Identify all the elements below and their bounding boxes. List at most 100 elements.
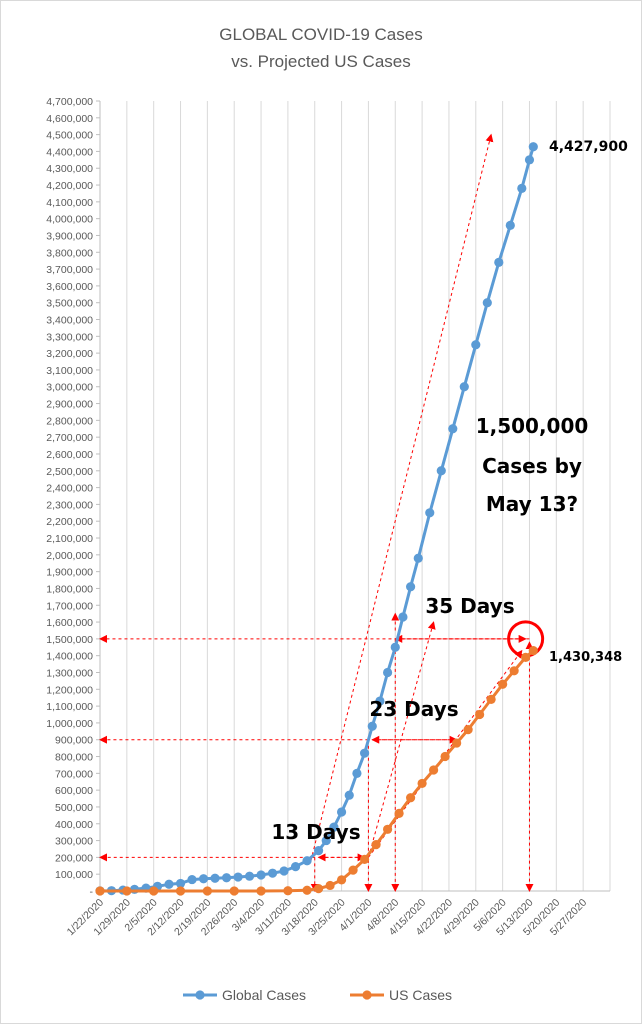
global-cases-point [482,298,492,308]
y-tick-label: 1,200,000 [46,684,93,696]
global-end-value-label: 4,427,900 [549,139,628,155]
global-cases-point [459,382,469,392]
us-cases-point [382,824,393,834]
projection-text-line1: 1,500,000 [476,414,589,438]
y-tick-label: 2,200,000 [46,516,93,528]
legend-us-label: US Cases [389,987,452,1003]
grid-layer [99,101,611,891]
global-cases-point [406,582,416,592]
us-cases-point [359,854,370,865]
y-tick-label: 3,300,000 [46,331,93,343]
y-tick-label: 3,700,000 [46,264,93,276]
global-cases-point [164,879,174,889]
projection-text-line3: May 13? [486,492,578,516]
global-cases-point [471,340,481,350]
days-23-label: 23 Days [369,697,458,721]
y-tick-label: 3,100,000 [46,365,93,377]
y-tick-label: 2,400,000 [46,483,93,495]
global-cases-point [425,508,435,518]
y-tick-label: 3,000,000 [46,382,93,394]
us-cases-point [175,886,186,896]
y-tick-label: 900,000 [55,735,93,747]
chart-title-line2: vs. Projected US Cases [231,52,411,71]
y-tick-label: 3,400,000 [46,315,93,327]
us-end-value-label: 1,430,348 [549,650,622,665]
y-tick-label: 2,800,000 [46,415,93,427]
series-layer [95,142,538,896]
global-cases-point [210,873,220,883]
us-cases-point [406,793,416,803]
y-tick-label: 300,000 [55,836,93,848]
us-cases-point [417,778,427,789]
y-tick-label: 4,500,000 [46,130,93,142]
us-cases-point [371,840,381,850]
global-cases-point [321,835,331,846]
global-cases-point [221,873,232,883]
global-cases-point [302,856,312,866]
y-tick-label: 1,100,000 [46,701,93,713]
us-cases-point [486,694,496,704]
projection-text-line2: Cases by [482,454,582,478]
global-cases-point [129,884,140,894]
days-35-label: 35 Days [425,594,514,618]
global-cases-point [517,183,527,194]
y-tick-label: 3,800,000 [46,247,93,259]
global-cases-point [175,878,186,889]
arrow-projection-mid [367,621,436,858]
legend-global-label: Global Cases [222,987,306,1003]
y-tick-label: 2,600,000 [46,449,93,461]
global-cases-point [382,667,393,678]
global-cases-point [436,466,446,476]
arrow-projection-global [310,133,494,861]
us-cases-point [256,886,266,896]
global-cases-point [198,874,209,884]
global-cases-point [313,846,324,856]
y-tick-label: 4,300,000 [46,163,93,175]
us-cases-point [325,880,335,891]
us-cases-point [336,875,347,885]
global-cases-point [528,142,538,152]
us-cases-point [452,738,462,748]
y-tick-label: - [90,886,94,898]
us-cases-line [98,649,535,893]
us-cases-point [463,725,473,735]
global-cases-line [98,145,535,893]
chart-title-line1: GLOBAL COVID-19 Cases [219,25,422,44]
y-tick-label: 1,800,000 [46,583,93,595]
us-cases-point [498,679,508,689]
y-tick-label: 4,200,000 [46,180,93,192]
global-cases-point [256,870,266,880]
global-cases-point [336,807,347,817]
global-cases-point [390,642,400,652]
y-tick-label: 4,100,000 [46,197,93,209]
legend-global: Global Cases [183,987,306,1003]
y-tick-label: 2,100,000 [46,533,93,545]
us-cases-point [302,885,312,895]
y-tick-label: 3,200,000 [46,348,93,360]
us-cases-point [95,886,105,896]
y-tick-label: 2,700,000 [46,432,93,444]
y-tick-label: 2,900,000 [46,399,93,411]
y-tick-label: 1,000,000 [46,718,93,730]
y-tick-label: 4,400,000 [46,146,93,158]
y-tick-label: 4,600,000 [46,113,93,125]
y-tick-label: 3,500,000 [46,298,93,310]
us-cases-point [528,645,538,656]
us-cases-point [149,886,159,896]
y-tick-label: 1,500,000 [46,634,93,646]
global-cases-point [398,612,408,622]
y-tick-label: 1,300,000 [46,667,93,679]
global-cases-point [413,553,423,563]
global-cases-point [367,721,377,731]
legend-global-marker [195,990,205,1000]
us-cases-point [202,886,212,896]
days-13-label: 13 Days [271,820,360,844]
global-cases-point [524,155,535,165]
global-cases-point [505,220,515,230]
global-cases-point [233,872,243,882]
global-cases-point [359,748,370,758]
y-tick-label: 2,000,000 [46,550,93,562]
y-tick-label: 200,000 [55,852,93,864]
y-tick-label: 4,700,000 [46,96,93,108]
global-cases-point [187,874,197,885]
